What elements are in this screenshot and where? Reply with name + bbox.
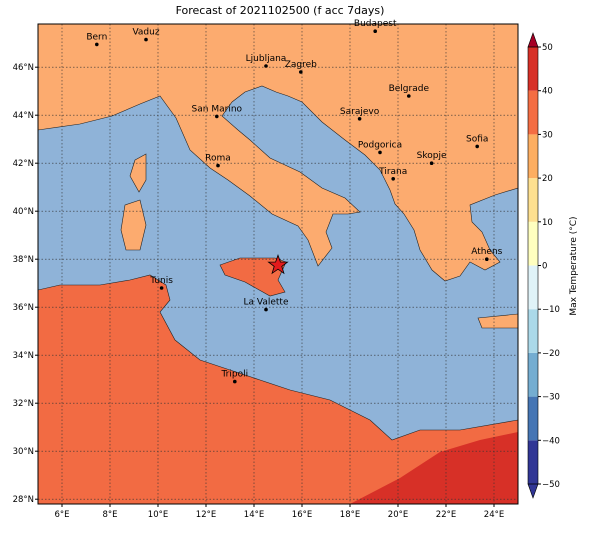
- y-tick-label: 32°N: [13, 399, 34, 409]
- x-tick-label: 20°E: [388, 510, 408, 520]
- y-tick-label: 38°N: [13, 255, 34, 265]
- y-tick-label: 46°N: [13, 63, 34, 73]
- city-marker: [485, 257, 489, 262]
- title: Forecast of 2021102500 (f acc 7days): [176, 4, 385, 17]
- city-marker: [233, 379, 237, 384]
- land-crete: [477, 313, 518, 329]
- grid: [38, 24, 518, 504]
- city-label: Podgorica: [358, 140, 402, 150]
- city-label: Roma: [205, 154, 231, 164]
- city-marker: [429, 161, 434, 165]
- city-label: Budapest: [354, 19, 397, 29]
- city-marker: [475, 144, 480, 149]
- x-tick-label: 12°E: [196, 510, 216, 520]
- colorbar-bin: [528, 352, 538, 397]
- colorbar-tick-label: 50: [542, 43, 553, 53]
- city-marker: [391, 177, 396, 181]
- city-marker: [264, 307, 268, 312]
- city-label: Sarajevo: [340, 107, 380, 117]
- city-marker: [264, 64, 268, 68]
- colorbar-bin: [528, 90, 538, 135]
- city-label: Skopje: [417, 151, 447, 161]
- colorbar-bin: [528, 221, 538, 266]
- city-marker: [144, 37, 148, 42]
- hot-region: [350, 432, 518, 504]
- city-label: Bern: [86, 32, 107, 42]
- star-marker: [267, 253, 289, 275]
- y-tick-label: 28°N: [13, 495, 34, 505]
- city-label: San Marino: [192, 104, 243, 114]
- map-area: [38, 24, 518, 504]
- colorbar-tick-label: 10: [542, 218, 553, 228]
- colorbar-extend-high: [527, 32, 539, 48]
- y-tick-label: 40°N: [13, 207, 34, 217]
- city-label: Tripoli: [220, 370, 248, 380]
- y-tick-label: 34°N: [13, 351, 34, 361]
- colorbar-bin: [528, 134, 538, 179]
- x-tick-label: 10°E: [148, 510, 168, 520]
- city-label: Zagreb: [285, 60, 317, 70]
- city-marker: [357, 117, 362, 121]
- y-tick-label: 30°N: [13, 447, 34, 457]
- map-frame: [37, 23, 519, 505]
- colorbar-bin: [528, 265, 538, 310]
- colorbar-tick-label: −20: [542, 349, 560, 359]
- y-tick-label: 44°N: [13, 111, 34, 121]
- land-sardinia: [120, 199, 147, 251]
- city-marker: [378, 150, 382, 155]
- city-label: Vaduz: [132, 28, 159, 38]
- city-label: Athens: [471, 247, 502, 257]
- x-tick-label: 24°E: [484, 510, 504, 520]
- city-label: Ljubljana: [246, 54, 287, 64]
- x-tick-label: 6°E: [54, 510, 69, 520]
- x-tick-label: 14°E: [244, 510, 264, 520]
- colorbar-tick-label: 0: [542, 262, 547, 272]
- land-sicily: [219, 257, 287, 297]
- colorbar-tick-label: 40: [542, 87, 553, 97]
- colorbar-tick-label: −40: [542, 436, 560, 446]
- colorbar-bin: [528, 396, 538, 441]
- colorbar-tick-label: −10: [542, 305, 560, 315]
- city-marker: [216, 163, 220, 168]
- city-label: La Valette: [244, 298, 289, 308]
- colorbar-bin: [528, 440, 538, 484]
- y-tick-label: 36°N: [13, 303, 34, 313]
- x-tick-label: 18°E: [340, 510, 360, 520]
- x-tick-label: 16°E: [292, 510, 312, 520]
- city-label: Belgrade: [389, 84, 430, 94]
- colorbar-bin: [528, 47, 538, 91]
- overlay: 6°E 8°E 10°E 12°E 14°E 16°E 18°E 20°E 22°E 24°E 28…: [13, 19, 560, 520]
- colorbar-bin: [528, 309, 538, 353]
- city-marker: [215, 114, 219, 119]
- city-marker: [299, 70, 303, 74]
- colorbar-tick-label: 30: [542, 130, 553, 140]
- colorbar-tick-label: 20: [542, 174, 553, 184]
- y-tick-label: 42°N: [13, 159, 34, 169]
- colorbar-tick-label: −30: [542, 393, 560, 403]
- colorbar-extend-low: [527, 483, 539, 499]
- colorbar-bin: [528, 178, 538, 222]
- city-marker: [373, 29, 378, 33]
- city-label: Tirana: [378, 167, 407, 177]
- x-tick-label: 22°E: [436, 510, 456, 520]
- city-label: Sofia: [466, 134, 488, 144]
- city-marker: [95, 42, 99, 47]
- city-label: Tunis: [149, 276, 173, 286]
- city-marker: [159, 286, 164, 290]
- colorbar-tick-label: −50: [542, 480, 560, 490]
- colorbar-label: Max Temperature (°C): [569, 216, 579, 315]
- x-tick-label: 8°E: [102, 510, 117, 520]
- city-marker: [407, 94, 411, 98]
